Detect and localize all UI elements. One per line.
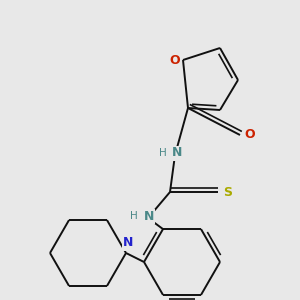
Text: N: N: [144, 209, 154, 223]
Text: N: N: [172, 146, 182, 160]
Text: O: O: [245, 128, 255, 142]
Text: H: H: [130, 211, 138, 221]
Text: O: O: [170, 53, 180, 67]
Text: H: H: [159, 148, 167, 158]
Text: S: S: [224, 185, 232, 199]
Text: N: N: [123, 236, 133, 250]
